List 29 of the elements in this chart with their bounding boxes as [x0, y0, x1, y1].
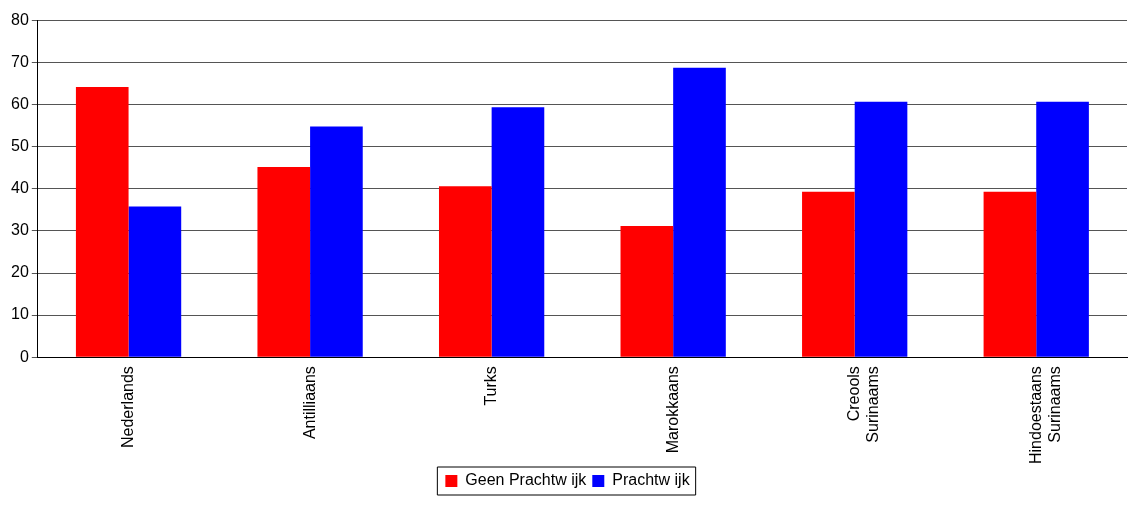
bar — [802, 191, 855, 357]
bar — [438, 186, 492, 357]
bar — [128, 206, 182, 357]
bar — [75, 87, 129, 357]
y-tick-label: 10 — [11, 305, 29, 323]
y-tick-label: 0 — [19, 347, 29, 365]
bar — [620, 225, 674, 357]
bar — [983, 191, 1037, 357]
x-tick-label: Nederlands — [118, 366, 136, 448]
x-tick-label: Turks — [482, 366, 500, 406]
y-tick-label: 60 — [11, 95, 29, 113]
bar — [1036, 101, 1089, 357]
bar — [673, 67, 726, 357]
y-tick-label: 70 — [11, 53, 29, 71]
y-tick-label: 30 — [11, 221, 29, 239]
x-tick-label: Antilliaans — [300, 366, 318, 440]
bar — [491, 107, 545, 357]
legend-label: Prachtw ijk — [612, 471, 691, 489]
y-tick-label: 50 — [11, 137, 29, 155]
legend-label: Geen Prachtw ijk — [465, 471, 588, 489]
bar — [854, 101, 908, 357]
y-tick-label: 40 — [11, 179, 29, 197]
x-tick-label: Hindoestaans Surinaams — [1026, 366, 1063, 464]
y-tick-label: 80 — [11, 11, 29, 29]
x-tick-label: Marokkaans — [663, 366, 681, 454]
bar — [310, 126, 363, 357]
x-tick-label: Creools Surinaams — [845, 366, 882, 443]
bar — [257, 167, 311, 357]
y-tick-label: 20 — [11, 263, 29, 281]
